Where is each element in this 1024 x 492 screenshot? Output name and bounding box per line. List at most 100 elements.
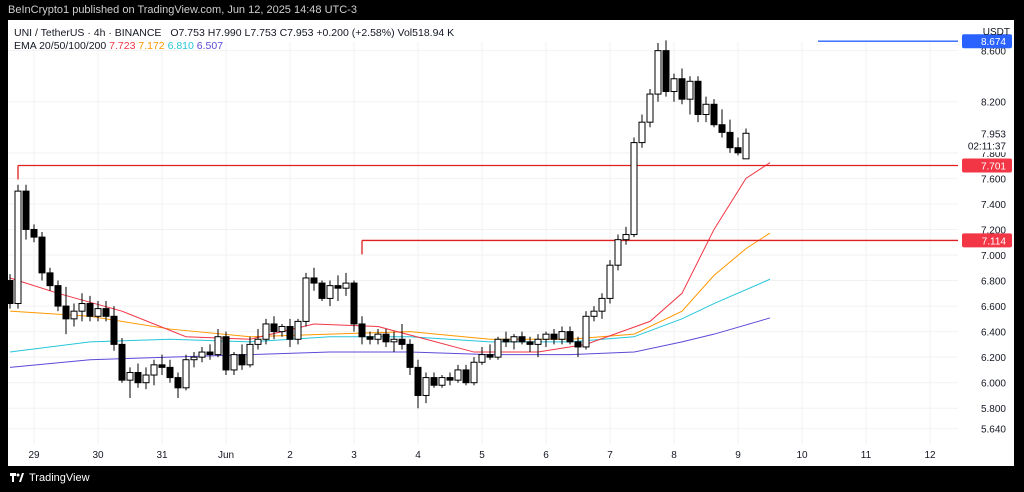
candle: [238, 344, 246, 370]
candle: [462, 364, 470, 386]
candle: [54, 280, 62, 312]
candle: [510, 334, 518, 350]
y-tick-label: 8.200: [981, 98, 1006, 109]
candle-body: [590, 310, 598, 317]
candle: [30, 224, 38, 243]
candle-body: [478, 354, 486, 363]
candle-body: [622, 234, 630, 241]
candle-body: [326, 285, 334, 299]
support-price-tag-box: [962, 233, 1012, 248]
tradingview-footer[interactable]: TradingView: [10, 472, 90, 484]
candle: [374, 329, 382, 345]
candle-body: [702, 103, 710, 116]
candle-body: [710, 103, 718, 126]
candle: [494, 336, 502, 360]
candle: [446, 372, 454, 386]
candle: [558, 326, 566, 345]
candle-body: [94, 308, 102, 317]
candle: [734, 137, 742, 156]
candle-body: [30, 228, 38, 238]
candle: [62, 286, 70, 335]
y-tick-label: 5.640: [981, 425, 1006, 436]
candle-body: [742, 132, 750, 160]
candle-body: [598, 297, 606, 312]
resistance-price-tag: 8.674: [962, 34, 1012, 49]
x-tick-label: 2: [287, 450, 293, 461]
candle-body: [270, 323, 278, 333]
candle-body: [142, 374, 150, 384]
candle-body: [582, 315, 590, 348]
support-price-tag: 7.701: [962, 158, 1012, 173]
candle: [174, 372, 182, 399]
ema50-value: 7.172: [138, 40, 165, 52]
x-tick-label: 31: [156, 450, 168, 461]
low-label: L: [244, 27, 251, 39]
candle: [590, 306, 598, 322]
candle-body: [526, 341, 534, 345]
candle-body: [734, 147, 742, 154]
y-tick-label: 8.600: [981, 47, 1006, 58]
candle: [158, 354, 166, 376]
x-axis: 29 30 31 Jun 2 3 4 5 6 7 8 9 10 11 12: [28, 450, 936, 461]
candle-body: [62, 305, 70, 320]
candle: [190, 352, 198, 368]
candle: [166, 359, 174, 383]
candle: [318, 280, 326, 301]
candle-body: [198, 351, 206, 358]
support-price-tag-label: 7.701: [981, 161, 1006, 172]
candle: [150, 359, 158, 386]
candle-body: [230, 354, 238, 371]
candle: [718, 109, 726, 138]
candle-body: [86, 303, 94, 317]
candle: [566, 326, 574, 345]
candle-body: [422, 377, 430, 396]
candle-body: [102, 308, 110, 317]
candle-body: [206, 351, 214, 356]
ema100-line: [9, 278, 771, 353]
candle-body: [462, 369, 470, 384]
candle-body: [110, 315, 118, 345]
candle-body: [46, 272, 54, 287]
candle-body: [518, 336, 526, 343]
candle-body: [374, 333, 382, 340]
candle-body: [414, 366, 422, 396]
ema20-value: 7.723: [109, 40, 136, 52]
y-tick-label: 6.200: [981, 353, 1006, 364]
candle: [678, 68, 686, 105]
candle-body: [38, 236, 46, 274]
y-tick-label: 7.200: [981, 225, 1006, 236]
candle: [86, 295, 94, 322]
candle: [142, 367, 150, 390]
candle-body: [70, 310, 78, 320]
candle-body: [78, 303, 86, 312]
candle-body: [502, 338, 510, 343]
candle-body: [406, 343, 414, 368]
countdown-timer: 02:11:37: [968, 141, 1007, 152]
candle-body: [366, 336, 374, 340]
candle-body: [174, 377, 182, 389]
high-label: H: [207, 27, 216, 39]
candle: [278, 323, 286, 337]
x-tick-label: 3: [351, 450, 357, 461]
candle: [438, 375, 446, 388]
candle-body: [542, 333, 550, 340]
change-value: +0.200 (+2.58%): [316, 27, 395, 39]
open-label: O: [170, 27, 179, 39]
ema20-line: [9, 162, 771, 353]
candle-body: [118, 343, 126, 381]
candle: [622, 226, 630, 245]
candle: [182, 354, 190, 391]
candle-body: [166, 366, 174, 379]
candle-body: [678, 78, 686, 100]
candle: [22, 184, 30, 240]
candle-body: [350, 282, 358, 325]
candle: [534, 334, 542, 358]
candle: [646, 88, 654, 128]
candle: [662, 40, 670, 97]
candle: [598, 293, 606, 319]
grid-layer: [8, 42, 958, 444]
candle: [342, 272, 350, 296]
x-tick-label: 8: [671, 450, 677, 461]
support-price-tag-box: [962, 158, 1012, 173]
